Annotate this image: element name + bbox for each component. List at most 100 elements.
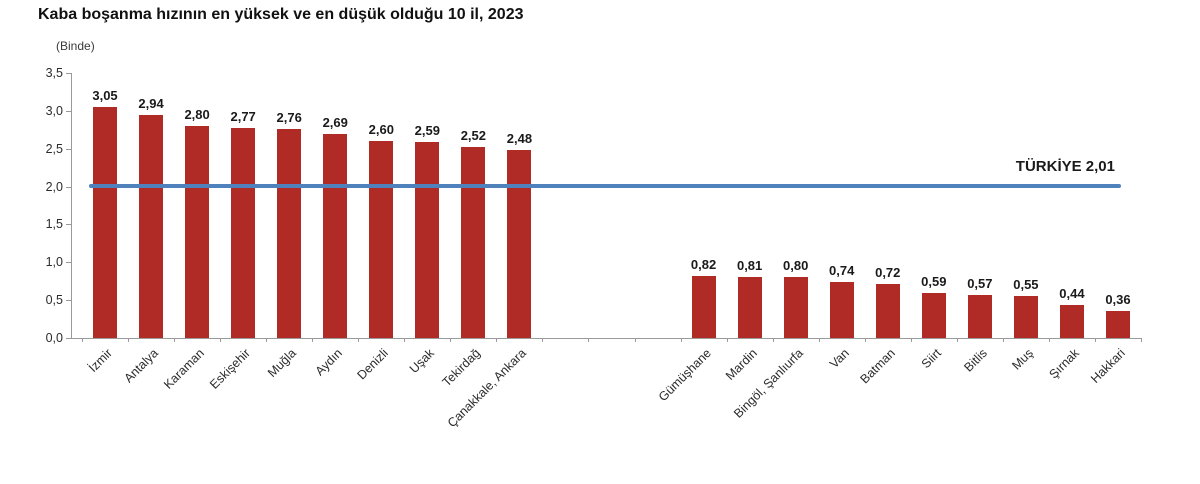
x-axis-tick [1141, 338, 1142, 342]
x-axis-tick [818, 338, 820, 342]
category-label: Van [826, 346, 852, 371]
turkey-reference-line [89, 183, 1121, 188]
category-label: Bitlis [961, 346, 990, 375]
category-label: Muş [1009, 346, 1036, 373]
bar-value-label: 2,80 [184, 107, 210, 122]
x-axis-tick [910, 338, 912, 342]
bar-value-label: 2,59 [414, 122, 440, 138]
turkey-reference-label: TÜRKİYE 2,01 [1015, 157, 1115, 175]
x-axis-tick [82, 338, 83, 342]
bar [507, 150, 532, 338]
bar-value-label: 3,05 [92, 88, 118, 104]
bar-value-label: 0,82 [690, 256, 717, 272]
bar [139, 115, 164, 338]
y-axis-tick-label: 2,5 [45, 141, 63, 156]
category-label: Gümüşhane [655, 346, 714, 405]
bar [185, 126, 210, 338]
bar [829, 281, 854, 338]
bar [461, 147, 486, 338]
x-axis-tick [956, 338, 958, 342]
bar-value-label: 2,52 [460, 128, 487, 144]
y-axis-tick-label: 1,0 [45, 255, 63, 270]
category-label: Çanakkale, Ankara [445, 346, 530, 431]
x-axis-tick [496, 338, 498, 342]
y-axis-tick-label: 0,0 [45, 331, 63, 345]
x-axis-tick [266, 338, 268, 342]
bar-value-label: 0,55 [1013, 277, 1039, 293]
y-axis-tick [66, 338, 71, 339]
category-label: Denizli [354, 346, 392, 383]
y-axis-tick-label: 0,5 [45, 293, 63, 308]
x-axis-tick [772, 338, 774, 342]
y-axis-tick-label: 1,5 [45, 217, 63, 232]
x-axis-tick [312, 338, 314, 342]
bar-value-label: 2,76 [276, 110, 302, 126]
x-axis-tick [450, 338, 452, 342]
x-axis-tick [358, 338, 360, 342]
x-axis-tick [864, 338, 866, 342]
category-label: Uşak [407, 346, 438, 377]
category-label: Tekirdağ [439, 346, 484, 390]
chart-title: Kaba boşanma hızının en yüksek ve en düş… [38, 6, 524, 23]
plot-area: 3,5 3,0 2,5 2,0 1,5 1,0 0,5 0,0 3,05 İzmir 2,94 Ant… [46, 66, 1142, 430]
bar-value-label: 0,74 [829, 262, 855, 278]
bar [93, 107, 118, 338]
x-axis-tick [220, 338, 222, 342]
bar [1105, 310, 1130, 338]
y-axis-tick [66, 110, 71, 112]
bar [369, 141, 394, 338]
bar [691, 275, 716, 338]
category-label: İzmir [85, 346, 115, 376]
y-axis-tick [66, 73, 71, 74]
category-label: Karaman [161, 346, 207, 392]
category-label: Hakkari [1088, 346, 1128, 386]
x-axis-tick [542, 338, 544, 342]
bar [277, 129, 302, 338]
bar [783, 277, 808, 338]
bar-value-label: 2,60 [368, 122, 394, 138]
category-label: Mardin [722, 346, 760, 383]
y-axis-tick-label: 3,5 [45, 66, 63, 80]
bar [1059, 304, 1084, 338]
bar-value-label: 0,57 [967, 275, 993, 291]
bar [921, 293, 946, 338]
bar [1013, 296, 1038, 338]
y-axis-tick [66, 224, 71, 226]
category-label: Muğla [265, 346, 300, 380]
x-axis-tick [174, 338, 176, 342]
category-label: Siirt [918, 346, 944, 372]
x-axis-tick [1002, 338, 1004, 342]
x-axis-tick [404, 338, 406, 342]
x-axis-tick [128, 338, 130, 342]
x-axis-tick [1094, 338, 1096, 342]
bar [231, 128, 256, 338]
bar [967, 294, 992, 338]
y-axis-tick [66, 300, 71, 302]
bar-value-label: 2,94 [138, 96, 164, 112]
bar [415, 141, 440, 338]
category-label: Şırnak [1046, 346, 1082, 382]
bar-value-label: 0,44 [1059, 285, 1085, 301]
bar [737, 276, 762, 338]
x-axis-tick [1048, 338, 1050, 342]
unit-label: (Binde) [56, 39, 95, 53]
bar-value-label: 2,69 [322, 115, 348, 131]
bar [323, 134, 348, 338]
category-label: Eskişehir [207, 346, 254, 392]
category-label: Antalya [121, 346, 161, 386]
x-axis-tick [726, 338, 728, 342]
y-axis-tick-label: 2,0 [45, 179, 63, 194]
category-label: Batman [857, 346, 898, 387]
x-axis-tick [680, 338, 682, 342]
bar-value-label: 0,59 [921, 274, 947, 290]
bar-value-label: 0,80 [783, 258, 809, 274]
bar-value-label: 2,48 [506, 131, 533, 147]
bar-value-label: 0,36 [1105, 291, 1131, 307]
bar-value-label: 0,72 [875, 264, 901, 280]
x-axis-tick [588, 338, 590, 342]
y-axis-tick-label: 3,0 [45, 103, 63, 118]
y-axis-tick [66, 148, 71, 150]
y-axis-tick [66, 262, 71, 264]
category-label: Aydın [312, 346, 346, 379]
